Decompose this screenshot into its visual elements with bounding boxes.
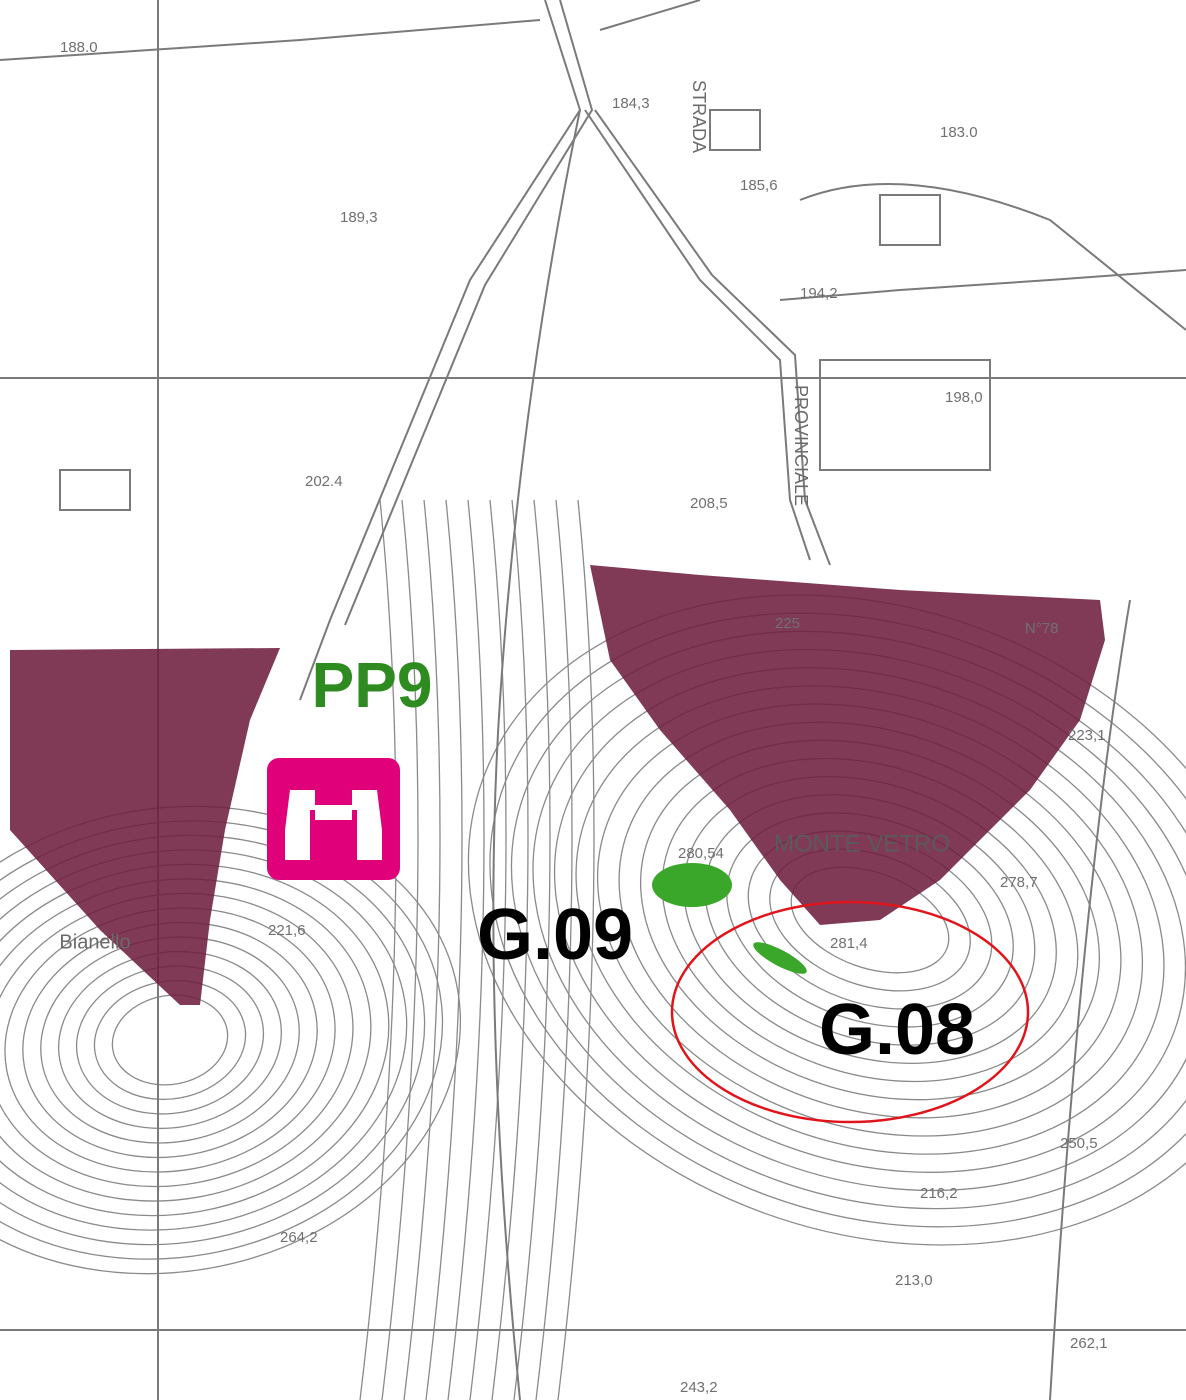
road <box>299 0 582 701</box>
elevation: 208,5 <box>690 495 728 512</box>
road <box>0 0 701 61</box>
label: G.08 <box>819 990 975 1070</box>
elevation: 278,7 <box>1000 874 1038 891</box>
contour <box>469 499 507 1400</box>
contour <box>425 499 463 1400</box>
viewpoint-icon <box>267 758 400 880</box>
elevation: 250,5 <box>1060 1135 1098 1152</box>
building <box>879 194 941 246</box>
road <box>584 109 811 561</box>
road-name: STRADA <box>689 80 709 153</box>
zone <box>590 565 1105 925</box>
building <box>709 109 761 151</box>
building <box>59 469 131 511</box>
elevation: 262,1 <box>1070 1335 1108 1352</box>
road <box>492 109 581 1400</box>
contour <box>557 499 595 1400</box>
road-name: PROVINCIALE <box>791 385 811 506</box>
elevation: 184,3 <box>612 95 650 112</box>
elevation: 281,4 <box>830 935 868 952</box>
elevations: 188.0 184,3 183.0 185,6 189,3 194,2 198,… <box>60 39 1108 1396</box>
place-name: Bianello <box>59 931 130 953</box>
elevation: 225 <box>775 615 800 632</box>
elevation: 216,2 <box>920 1185 958 1202</box>
contour <box>381 499 419 1400</box>
elevation: 188.0 <box>60 39 98 56</box>
contour <box>359 499 397 1400</box>
green-area <box>753 942 807 974</box>
elevation: N°78 <box>1025 620 1059 637</box>
sports-field <box>819 359 991 471</box>
zone <box>10 648 280 1005</box>
elevation: 213,0 <box>895 1272 933 1289</box>
elevation: 264,2 <box>280 1229 318 1246</box>
elevation: 243,2 <box>680 1379 718 1396</box>
road <box>1049 599 1131 1400</box>
contour <box>111 994 229 1086</box>
green-area <box>652 863 732 907</box>
road <box>344 0 594 626</box>
road <box>594 109 831 566</box>
contour <box>513 499 551 1400</box>
elevation: 221,6 <box>268 922 306 939</box>
elevation: 185,6 <box>740 177 778 194</box>
highlight-ellipse <box>670 900 1030 1124</box>
label: G.09 <box>477 895 633 975</box>
road <box>799 183 1186 331</box>
elevation: 183.0 <box>940 124 978 141</box>
contour <box>447 499 485 1400</box>
contour <box>403 499 441 1400</box>
contour <box>535 499 573 1400</box>
place-name: MONTE VETRO <box>774 830 950 857</box>
elevation: 223,1 <box>1068 727 1106 744</box>
elevation: 194,2 <box>800 285 838 302</box>
elevation: 198,0 <box>945 389 983 406</box>
elevation: 189,3 <box>340 209 378 226</box>
elevation: 280,54 <box>678 845 724 862</box>
label: PP9 <box>312 649 433 721</box>
elevation: 202.4 <box>305 473 343 490</box>
